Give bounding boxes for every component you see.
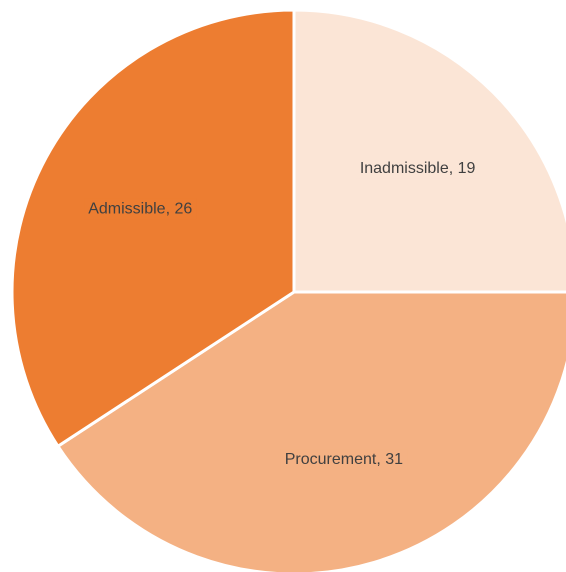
- data-label-procurement: Procurement, 31: [280, 449, 408, 471]
- pie-slices: [10, 8, 566, 572]
- data-label-text: Inadmissible, 19: [360, 160, 476, 177]
- data-label-background: [84, 198, 197, 220]
- data-label-background: [355, 157, 480, 179]
- data-label-background: [280, 449, 408, 471]
- data-label-text: Procurement, 31: [285, 451, 403, 468]
- pie-slice-procurement: [56, 290, 566, 572]
- pie-data-labels: Inadmissible, 19 Procurement, 31 Admissibl…: [84, 157, 480, 471]
- data-label-admissible: Admissible, 26: [84, 198, 197, 220]
- pie-slice-inadmissible: [292, 8, 566, 294]
- pie-slice-admissible: [10, 8, 296, 448]
- data-label-text: Admissible, 26: [88, 200, 192, 217]
- data-label-inadmissible: Inadmissible, 19: [355, 157, 480, 179]
